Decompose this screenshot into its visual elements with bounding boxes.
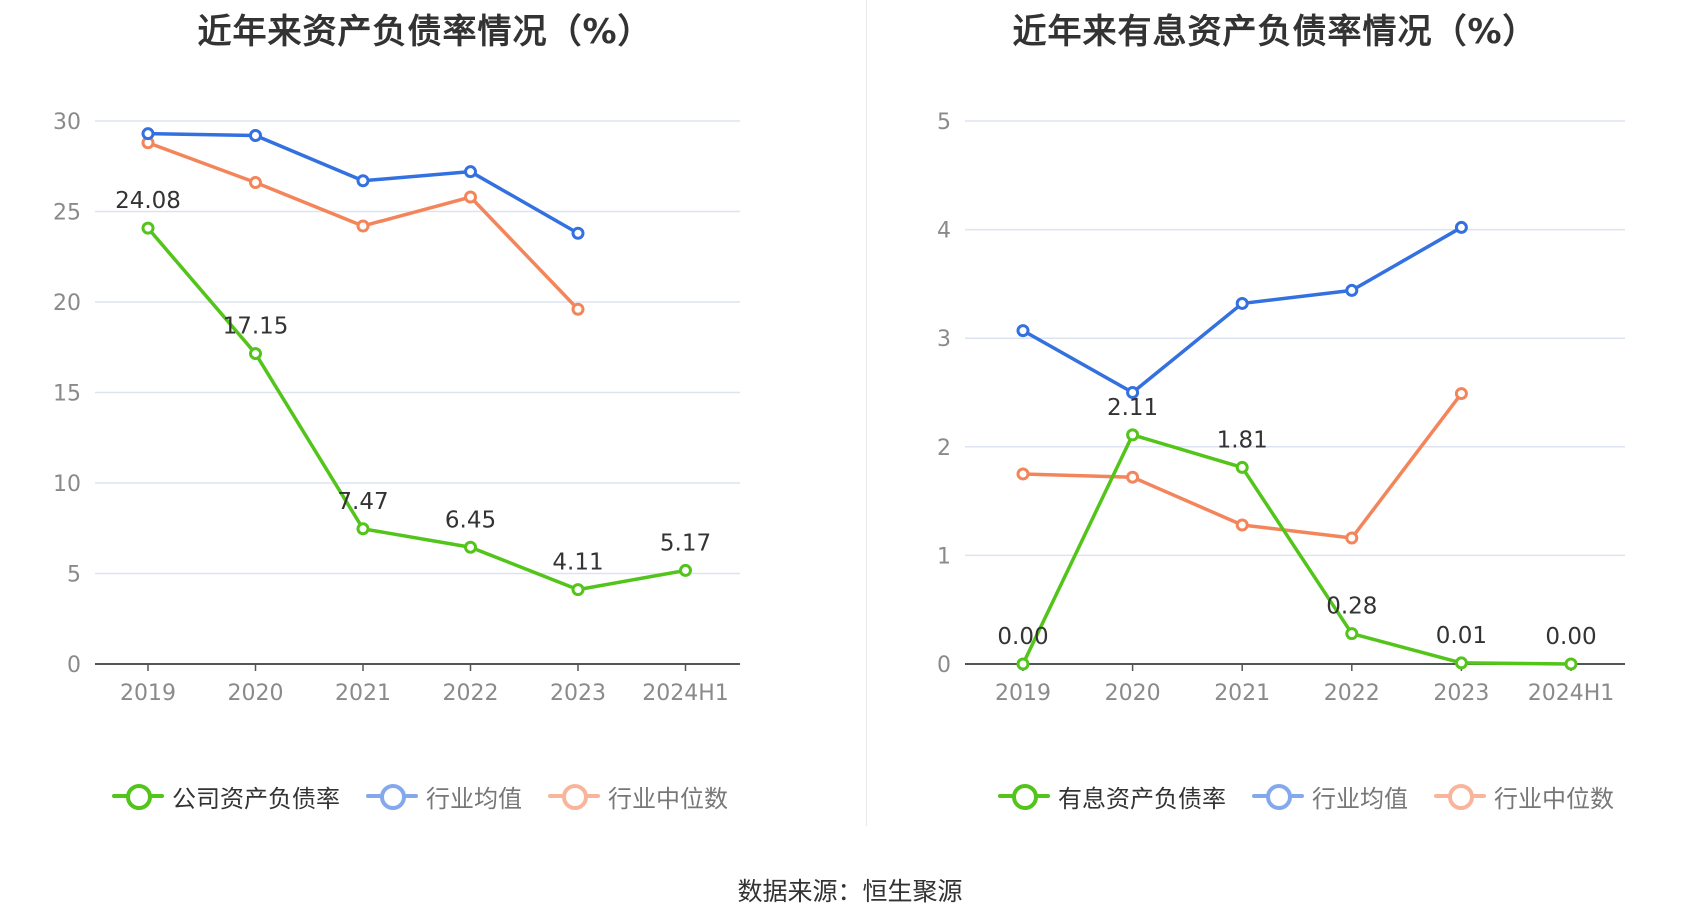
data-point[interactable] <box>1126 470 1140 484</box>
data-point[interactable] <box>1235 518 1249 532</box>
legend-label: 行业中位数 <box>608 784 728 813</box>
data-point[interactable] <box>1235 296 1249 310</box>
data-label: 0.01 <box>1436 623 1487 649</box>
legend-swatch-icon <box>548 781 600 811</box>
data-point[interactable] <box>571 583 585 597</box>
data-label: 0.00 <box>997 624 1048 650</box>
data-point[interactable] <box>571 302 585 316</box>
data-label: 6.45 <box>445 507 496 533</box>
chart-asset-liability-ratio: 近年来资产负债率情况（%） 0 5 10 15 20 25 30 2019 2020 2021 20… <box>0 0 850 830</box>
data-label: 0.00 <box>1545 624 1596 650</box>
series-line <box>146 227 686 592</box>
data-label: 5.17 <box>660 530 711 556</box>
data-point[interactable] <box>1345 283 1359 297</box>
legend-item[interactable]: 公司资产负债率 <box>112 779 340 814</box>
legend-item[interactable]: 行业中位数 <box>1434 779 1614 814</box>
data-point[interactable] <box>1016 324 1030 338</box>
data-point[interactable] <box>1016 467 1030 481</box>
data-point[interactable] <box>141 127 155 141</box>
data-point[interactable] <box>464 165 477 179</box>
data-point[interactable] <box>1126 428 1140 442</box>
chart-interest-bearing-liability-ratio: 近年来有息资产负债率情况（%） 0 1 2 3 4 5 2019 2020 2021 2022 20… <box>850 0 1700 830</box>
x-tick-label: 2023 <box>550 681 606 706</box>
data-point[interactable] <box>571 226 585 240</box>
legend-swatch-icon <box>112 781 164 811</box>
data-label: 1.81 <box>1217 427 1268 453</box>
data-label: 0.28 <box>1326 594 1377 620</box>
legend-item[interactable]: 行业均值 <box>1252 779 1408 814</box>
data-point[interactable] <box>464 540 477 554</box>
data-point[interactable] <box>1126 386 1140 399</box>
data-label: 24.08 <box>115 188 181 214</box>
legend-item[interactable]: 行业中位数 <box>548 779 728 814</box>
series-line <box>1021 433 1572 666</box>
legend-swatch-icon <box>1252 781 1304 811</box>
legend: 公司资产负债率 行业均值 行业中位数 <box>112 776 754 816</box>
y-tick-label: 5 <box>937 110 951 135</box>
legend-item[interactable]: 行业均值 <box>366 779 522 814</box>
x-tick-label: 2019 <box>995 681 1051 706</box>
y-tick-label: 0 <box>67 653 81 678</box>
data-label: 2.11 <box>1107 395 1158 421</box>
chart-title: 近年来有息资产负债率情况（%） <box>1012 12 1538 52</box>
x-tick-label: 2022 <box>443 681 499 706</box>
x-tick-label: 2024H1 <box>1528 681 1615 706</box>
y-tick-label: 4 <box>937 219 951 244</box>
x-tick-label: 2024H1 <box>642 681 729 706</box>
data-point[interactable] <box>679 563 692 577</box>
data-point[interactable] <box>249 176 262 190</box>
x-tick-label: 2020 <box>1105 681 1161 706</box>
legend-label: 行业中位数 <box>1494 784 1614 813</box>
data-point[interactable] <box>356 219 370 233</box>
legend-swatch-icon <box>366 781 418 811</box>
data-point[interactable] <box>356 522 370 536</box>
data-point[interactable] <box>1454 656 1468 670</box>
y-tick-label: 2 <box>937 436 951 461</box>
x-tick-label: 2023 <box>1433 681 1489 706</box>
data-point[interactable] <box>141 221 155 235</box>
data-point[interactable] <box>1345 531 1359 545</box>
legend-item[interactable]: 有息资产负债率 <box>998 779 1226 814</box>
data-point[interactable] <box>1564 657 1578 671</box>
x-tick-label: 2019 <box>120 681 176 706</box>
legend-swatch-icon <box>998 781 1050 811</box>
data-source: 数据来源：恒生聚源 <box>737 877 963 906</box>
legend-label: 行业均值 <box>1312 784 1408 813</box>
y-tick-label: 15 <box>53 382 81 407</box>
series-line <box>1022 225 1463 395</box>
data-point[interactable] <box>249 347 262 361</box>
y-tick-label: 3 <box>937 327 951 352</box>
y-tick-label: 10 <box>53 472 81 497</box>
y-tick-label: 1 <box>937 544 951 569</box>
x-tick-label: 2022 <box>1324 681 1380 706</box>
data-point[interactable] <box>1016 657 1030 671</box>
data-point[interactable] <box>464 190 477 204</box>
data-point[interactable] <box>1235 460 1249 474</box>
panel-divider <box>866 0 867 826</box>
data-label: 7.47 <box>337 489 388 515</box>
y-tick-label: 30 <box>53 110 81 135</box>
legend-label: 有息资产负债率 <box>1058 784 1226 813</box>
y-tick-label: 20 <box>53 291 81 316</box>
data-point[interactable] <box>249 128 262 142</box>
y-tick-label: 5 <box>67 563 81 588</box>
legend-label: 行业均值 <box>426 784 522 813</box>
legend: 有息资产负债率 行业均值 行业中位数 <box>998 776 1640 816</box>
legend-swatch-icon <box>1434 781 1486 811</box>
data-point[interactable] <box>1454 220 1468 234</box>
chart-title: 近年来资产负债率情况（%） <box>197 12 653 52</box>
plot-area: 0 1 2 3 4 5 2019 2020 2021 2022 2023 2024H1 0.00 2.11… <box>937 110 1625 706</box>
data-point[interactable] <box>1345 627 1359 641</box>
data-label: 4.11 <box>552 550 603 576</box>
data-point[interactable] <box>356 174 370 188</box>
y-tick-label: 25 <box>53 201 81 226</box>
x-tick-label: 2021 <box>1214 681 1270 706</box>
data-point[interactable] <box>1454 387 1468 401</box>
plot-area: 0 5 10 15 20 25 30 2019 2020 2021 2022 2023 2024H1 24… <box>53 110 740 706</box>
x-tick-label: 2021 <box>335 681 391 706</box>
x-tick-label: 2020 <box>228 681 284 706</box>
data-label: 17.15 <box>223 314 289 340</box>
y-tick-label: 0 <box>937 653 951 678</box>
legend-label: 公司资产负债率 <box>172 784 340 813</box>
